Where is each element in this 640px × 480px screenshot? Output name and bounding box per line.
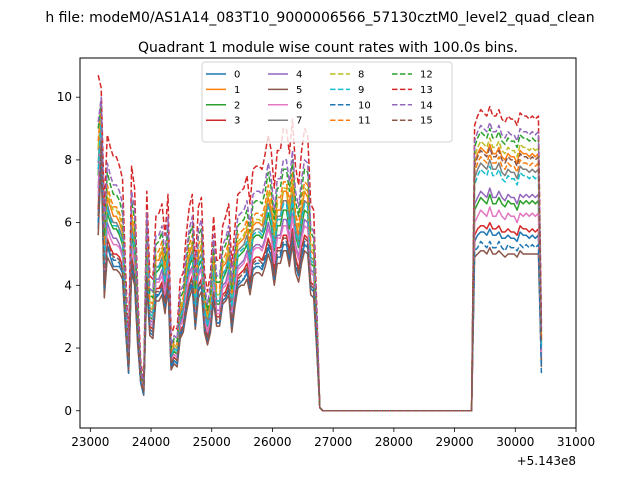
y-tick-label: 8 [64,153,72,167]
legend-box [201,61,453,143]
series-line-6 [97,127,543,412]
legend-label-13: 13 [420,85,433,96]
x-tick-label: 31000 [557,435,595,449]
x-tick-label: 29000 [435,435,473,449]
y-tick-label: 2 [64,341,72,355]
y-axis: 0 2 4 6 8 10 [57,90,80,418]
series-line-14 [97,96,543,412]
legend-label-2: 2 [234,100,240,111]
x-tick-label: 23000 [71,435,109,449]
series-line-11 [97,102,543,412]
legend-label-12: 12 [420,70,433,81]
legend-label-11: 11 [358,116,371,127]
legend-label-7: 7 [296,116,302,127]
legend-label-8: 8 [358,70,364,81]
plot-frame [79,57,577,429]
legend-label-15: 15 [420,116,433,127]
x-offset-label: +5.143e8 [517,454,576,468]
legend-label-0: 0 [234,70,240,81]
legend-label-6: 6 [296,100,302,111]
x-axis: 23000 24000 25000 26000 27000 28000 29000 30000… [71,428,595,449]
y-tick-label: 4 [64,278,72,292]
series-line-15 [97,140,543,412]
figure-suptitle: h file: modeM0/AS1A14_083T10_9000006566_… [45,10,594,26]
series-line-10 [97,146,543,412]
y-tick-label: 0 [64,404,72,418]
legend-label-4: 4 [296,70,302,81]
chart-title: Quadrant 1 module wise count rates with … [138,40,518,56]
legend-label-10: 10 [358,100,371,111]
x-tick-label: 30000 [496,435,534,449]
y-tick-label: 6 [64,216,72,230]
series-layer [97,75,543,412]
series-line-9 [97,115,543,412]
series-line-13 [97,75,543,412]
x-tick-label: 24000 [132,435,170,449]
legend-label-1: 1 [234,85,240,96]
y-tick-label: 10 [57,90,72,104]
x-tick-label: 26000 [253,435,291,449]
series-line-12 [97,99,543,412]
legend-label-5: 5 [296,85,302,96]
x-tick-label: 28000 [375,435,413,449]
legend-label-3: 3 [234,116,240,127]
x-tick-label: 27000 [314,435,352,449]
series-line-5 [97,159,543,412]
legend-label-14: 14 [420,100,433,111]
legend-label-9: 9 [358,85,364,96]
x-tick-label: 25000 [193,435,231,449]
